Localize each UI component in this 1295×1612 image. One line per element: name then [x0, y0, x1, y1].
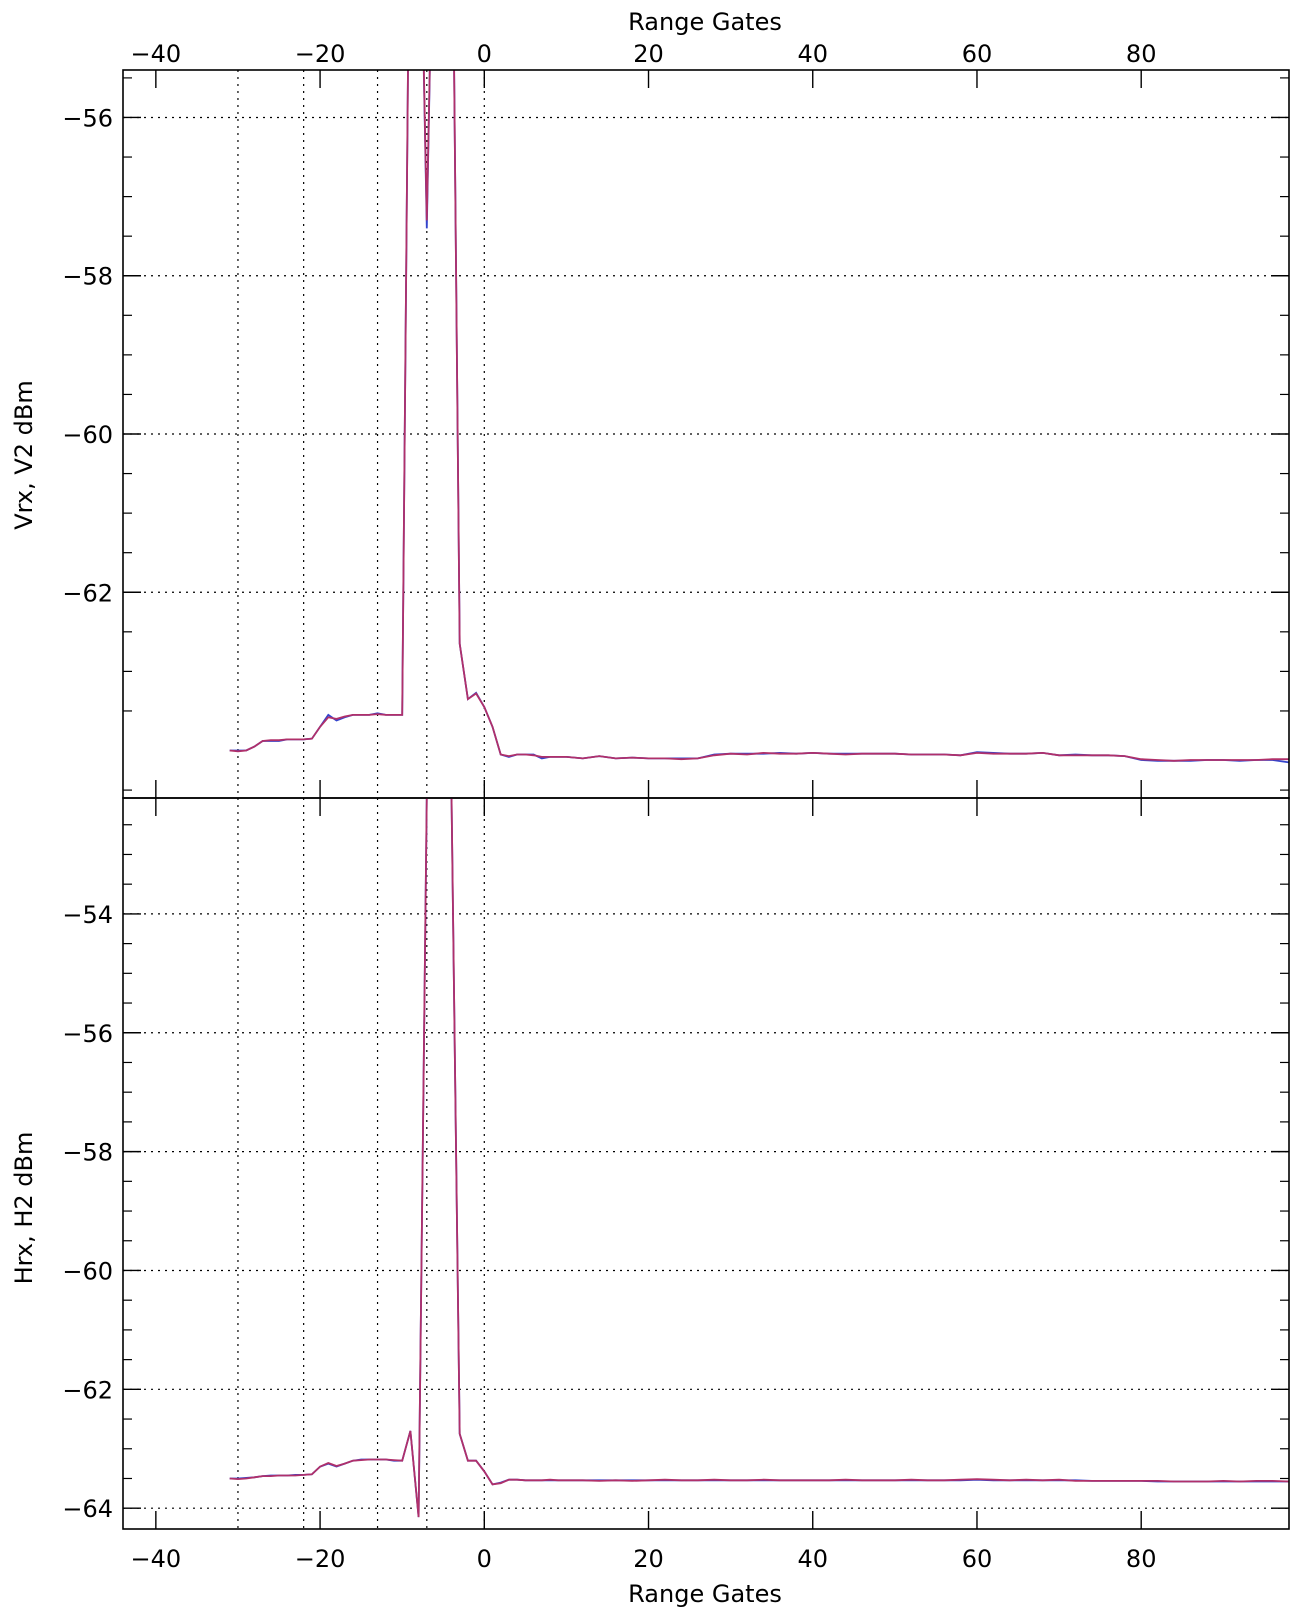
x-tick-label: 60 — [962, 1545, 993, 1573]
x-tick-label: 0 — [477, 1545, 492, 1573]
hrx-h2-panel: −54 −56 −58 −60 −62 −64 −40 −20 0 20 40 60 80 — [62, 797, 1290, 1573]
bottom-x-axis-label: Range Gates — [628, 1580, 782, 1608]
y-tick-label: −56 — [62, 104, 113, 132]
vrx-v2-panel: −56 −58 −60 −62 −40 −20 0 20 40 60 80 — [62, 40, 1290, 799]
series-line-blue — [229, 70, 1289, 764]
x-tick-label: −40 — [131, 40, 182, 68]
y-tick-label: −56 — [62, 1020, 113, 1048]
x-tick-label: 60 — [962, 40, 993, 68]
y-tick-label: −58 — [62, 263, 113, 291]
y-tick-label: −54 — [62, 901, 113, 929]
x-tick-label: −40 — [131, 1545, 182, 1573]
top-x-axis-label: Range Gates — [628, 8, 782, 36]
x-tick-label: −20 — [295, 40, 346, 68]
plot-frame — [122, 797, 1290, 1530]
x-tick-label: 20 — [633, 40, 664, 68]
x-tick-label: 40 — [797, 40, 828, 68]
x-tick-label: 80 — [1126, 40, 1157, 68]
x-tick-label: 20 — [633, 1545, 664, 1573]
x-tick-label: 80 — [1126, 1545, 1157, 1573]
x-tick-label: 40 — [797, 1545, 828, 1573]
y-tick-label: −60 — [62, 1257, 113, 1285]
series-line-blue — [229, 798, 1289, 1518]
x-tick-label: 0 — [477, 40, 492, 68]
series-line-magenta — [229, 70, 1289, 762]
top-y-axis-label: Vrx, V2 dBm — [10, 380, 38, 530]
y-tick-label: −62 — [62, 579, 113, 607]
bottom-y-axis-label: Hrx, H2 dBm — [10, 1132, 38, 1285]
y-tick-label: −58 — [62, 1139, 113, 1167]
y-tick-label: −60 — [62, 421, 113, 449]
y-tick-label: −64 — [62, 1495, 113, 1523]
y-tick-label: −62 — [62, 1376, 113, 1404]
series-line-magenta — [229, 798, 1289, 1518]
x-tick-label: −20 — [295, 1545, 346, 1573]
